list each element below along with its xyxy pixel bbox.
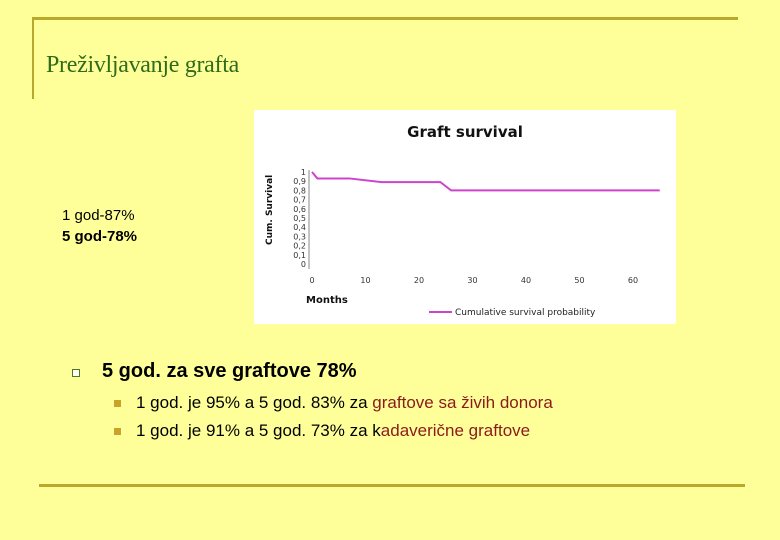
graft-survival-chart: Graft survival Cum. Survival Months 0 0,1… [254, 110, 676, 324]
y-axis-label: Cum. Survival [265, 175, 275, 245]
filled-square-bullet-icon [114, 400, 121, 407]
y-tick-label: 0,1 [293, 251, 306, 260]
y-tick-label: 1 [301, 168, 306, 177]
x-tick-label: 30 [467, 276, 477, 285]
stat-5-year: 5 god-78% [62, 228, 138, 245]
side-stats: 1 god-87% 5 god-78% [62, 205, 137, 247]
y-ticks: 00,10,20,30,40,50,60,70,80,91 [293, 168, 306, 269]
chart-title: Graft survival [407, 123, 523, 141]
bottom-rule [39, 484, 745, 487]
sub-bullet-highlight: graftove sa živih donora [372, 393, 553, 412]
sub-bullet-text: 1 god. je 91% a 5 god. 73% za k [136, 421, 381, 440]
filled-square-bullet-icon [114, 428, 121, 435]
sub-bullet-highlight: adaverične graftove [380, 421, 531, 440]
x-tick-label: 60 [628, 276, 638, 285]
y-tick-label: 0,5 [293, 214, 306, 223]
y-tick-label: 0,2 [293, 242, 306, 251]
x-tick-label: 20 [414, 276, 424, 285]
y-tick-label: 0,6 [293, 205, 306, 214]
x-tick-label: 0 [309, 276, 314, 285]
x-ticks: 0 10 20 30 40 50 60 [309, 276, 638, 285]
chart-svg: Graft survival Cum. Survival Months 00,1… [265, 123, 660, 318]
left-rule [32, 17, 34, 99]
hollow-square-bullet-icon [72, 369, 80, 377]
x-tick-label: 10 [360, 276, 370, 285]
slide-title: Preživljavanje grafta [46, 52, 239, 78]
y-tick-label: 0,4 [293, 223, 306, 232]
x-tick-label: 40 [521, 276, 531, 285]
y-tick-label: 0,9 [293, 177, 306, 186]
legend-label: Cumulative survival probability [455, 308, 596, 318]
x-tick-label: 50 [574, 276, 584, 285]
sub-bullet-text: 1 god. je 95% a 5 god. 83% za [136, 393, 373, 412]
survival-line [311, 171, 660, 192]
main-bullet-text: 5 god. za sve graftove 78% [102, 360, 357, 382]
y-tick-label: 0,7 [293, 196, 306, 205]
top-rule [33, 17, 738, 20]
x-axis-label: Months [306, 295, 348, 306]
y-tick-label: 0 [301, 260, 306, 269]
stat-1-year: 1 god-87% [62, 207, 135, 224]
y-tick-label: 0,3 [293, 232, 306, 241]
y-tick-label: 0,8 [293, 186, 306, 195]
